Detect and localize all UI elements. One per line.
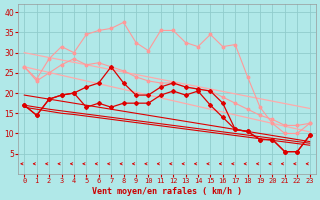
X-axis label: Vent moyen/en rafales ( km/h ): Vent moyen/en rafales ( km/h ) [92, 187, 242, 196]
